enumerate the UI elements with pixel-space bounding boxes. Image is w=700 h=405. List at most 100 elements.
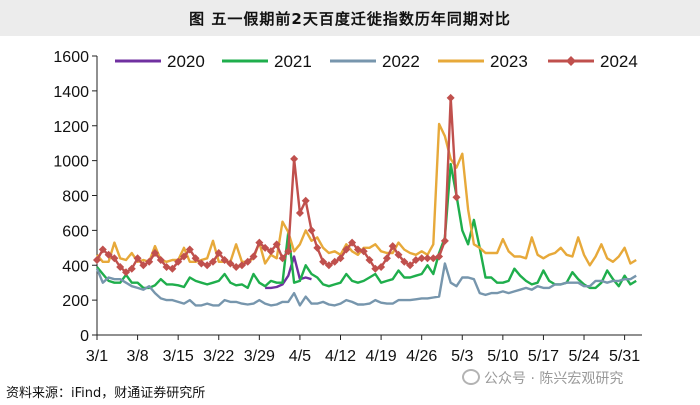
data-point-2024: [121, 268, 130, 277]
legend-label-2024: 2024: [600, 52, 638, 71]
data-point-2024: [394, 250, 403, 259]
data-point-2024: [272, 240, 281, 249]
source-note: 资料来源：iFind，财通证券研究所: [6, 386, 206, 401]
data-point-2024: [330, 257, 339, 266]
x-tick-label: 4/26: [406, 348, 437, 365]
series-line-2020: [265, 255, 312, 290]
data-point-2024: [342, 245, 351, 254]
data-point-2024: [232, 262, 241, 271]
data-point-2024: [429, 254, 438, 263]
line-chart: 0 200 400 600 800 1000 1200 1400 1600 3/1 3/8 3/15 3…: [53, 49, 642, 365]
data-point-2024: [377, 262, 386, 271]
data-point-2024: [197, 259, 206, 268]
data-point-2024: [208, 257, 217, 266]
data-point-2024: [150, 249, 159, 258]
data-point-2024: [116, 262, 125, 271]
data-point-2024: [423, 254, 432, 263]
legend-label-2021: 2021: [274, 52, 312, 71]
data-point-2024: [353, 245, 362, 254]
data-point-2024: [104, 250, 113, 259]
data-point-2024: [446, 93, 455, 102]
data-point-2024: [284, 247, 293, 256]
x-tick-label: 4/19: [366, 348, 397, 365]
data-point-2024: [243, 257, 252, 266]
data-point-2024: [145, 257, 154, 266]
data-point-2024: [319, 257, 328, 266]
data-point-2024: [435, 252, 444, 261]
data-point-2024: [98, 245, 107, 254]
x-tick-label: 5/17: [528, 348, 559, 365]
data-point-2024: [324, 261, 333, 270]
legend-label-2023: 2023: [490, 52, 528, 71]
legend-label-2022: 2022: [382, 52, 420, 71]
data-point-2024: [371, 264, 380, 273]
data-point-2024: [411, 256, 420, 265]
data-point-2024: [313, 243, 322, 252]
data-point-2024: [185, 245, 194, 254]
data-point-2024: [348, 238, 357, 247]
y-tick-label: 1000: [53, 154, 89, 171]
x-tick-label: 5/10: [487, 348, 518, 365]
data-point-2024: [307, 226, 316, 235]
data-point-2024: [359, 247, 368, 256]
data-point-2024: [226, 259, 235, 268]
y-tick-label: 800: [62, 189, 89, 206]
data-point-2024: [295, 208, 304, 217]
y-tick-label: 1600: [53, 49, 89, 66]
data-point-2024: [301, 196, 310, 205]
watermark-text: 公众号 · 陈兴宏观研究: [484, 371, 624, 387]
y-tick-label: 1200: [53, 119, 89, 136]
series-line-2022: [95, 262, 637, 307]
x-tick-label: 3/15: [163, 348, 194, 365]
data-point-2024: [278, 254, 287, 263]
data-point-2024: [133, 254, 142, 263]
y-tick-label: 400: [62, 258, 89, 275]
data-point-2024: [261, 243, 270, 252]
x-tick-label: 4/5: [289, 348, 311, 365]
data-point-2024: [255, 238, 264, 247]
data-point-2024: [336, 254, 345, 263]
data-point-2024: [220, 256, 229, 265]
data-point-2024: [440, 236, 449, 245]
legend-marker-2024: [566, 56, 576, 66]
y-tick-label: 0: [80, 328, 89, 345]
x-tick-label: 5/31: [609, 348, 640, 365]
data-point-2024: [168, 264, 177, 273]
data-point-2024: [249, 252, 258, 261]
data-point-2024: [203, 261, 212, 270]
data-point-2024: [365, 256, 374, 265]
data-point-2024: [179, 252, 188, 261]
x-tick-label: 3/22: [203, 348, 234, 365]
series-line-2021: [96, 162, 637, 290]
chart-title: 图 五一假期前2天百度迁徙指数历年同期对比: [189, 10, 511, 28]
data-point-2024: [400, 257, 409, 266]
data-point-2024: [174, 257, 183, 266]
legend-label-2020: 2020: [167, 52, 205, 71]
data-point-2024: [388, 242, 397, 251]
data-point-2024: [452, 193, 461, 202]
data-point-2024: [417, 254, 426, 263]
watermark: 公众号 · 陈兴宏观研究: [462, 368, 623, 388]
data-point-2024: [237, 261, 246, 270]
data-point-2024: [290, 154, 299, 163]
data-point-2024: [266, 247, 275, 256]
data-point-2024: [127, 264, 136, 273]
data-point-2024: [156, 256, 165, 265]
title-bar: 图 五一假期前2天百度迁徙指数历年同期对比: [0, 0, 700, 36]
x-tick-label: 5/24: [568, 348, 599, 365]
x-tick-label: 5/3: [451, 348, 473, 365]
x-tick-label: 4/12: [325, 348, 356, 365]
data-point-2024: [139, 261, 148, 270]
wechat-icon: [462, 369, 480, 385]
data-point-2024: [191, 254, 200, 263]
y-tick-label: 600: [62, 223, 89, 240]
data-point-2024: [382, 254, 391, 263]
data-point-2024: [406, 261, 415, 270]
data-point-2024: [110, 254, 119, 263]
series-line-2023: [96, 122, 637, 267]
data-point-2024: [162, 262, 171, 271]
x-tick-label: 3/8: [126, 348, 148, 365]
y-tick-label: 200: [62, 293, 89, 310]
data-point-2024: [214, 249, 223, 258]
y-tick-label: 1400: [53, 84, 89, 101]
